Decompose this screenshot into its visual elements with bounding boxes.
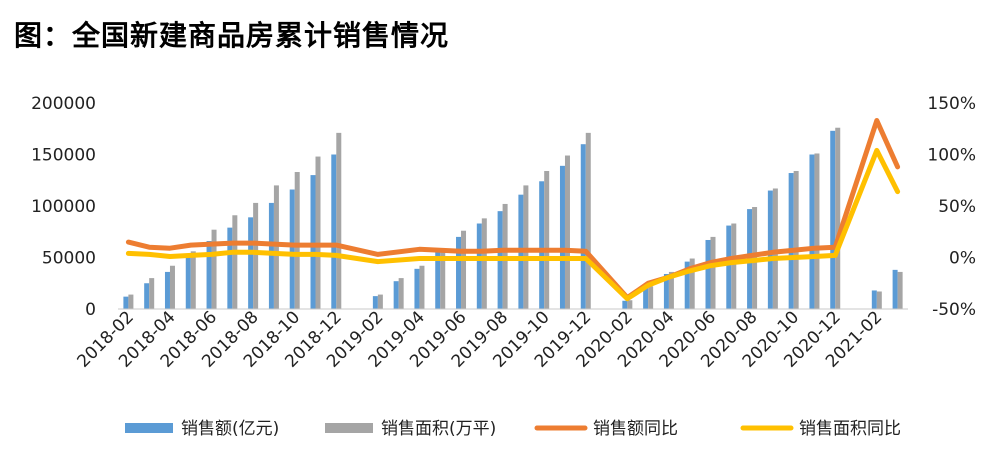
bar <box>726 225 732 309</box>
bar <box>564 155 570 309</box>
bar <box>648 286 654 309</box>
series-line <box>125 147 901 302</box>
bar <box>668 271 674 309</box>
bar <box>643 288 649 309</box>
left-y-tick-label: 50000 <box>42 249 96 269</box>
bar <box>128 294 134 309</box>
bar <box>190 251 196 309</box>
bar <box>294 172 300 309</box>
bar <box>585 132 591 309</box>
bar <box>185 257 191 309</box>
legend-swatch <box>125 423 173 433</box>
bar <box>627 300 633 309</box>
bar <box>705 239 711 309</box>
right-y-tick-label: 100% <box>927 146 976 166</box>
line-series-group <box>125 118 901 302</box>
right-y-tick-label: 150% <box>927 94 976 114</box>
bar <box>398 278 404 309</box>
bar <box>892 269 898 309</box>
bar <box>310 175 316 309</box>
bar <box>164 271 170 309</box>
bar <box>377 294 383 309</box>
left-y-tick-label: 200000 <box>31 94 96 114</box>
legend-label: 销售额同比 <box>593 419 678 439</box>
page-title: 图：全国新建商品房累计销售情况 <box>14 19 450 52</box>
bar <box>206 241 212 309</box>
bar-series-group <box>123 127 903 309</box>
bar <box>169 265 175 309</box>
bar <box>731 223 737 309</box>
left-y-tick-label: 150000 <box>31 146 96 166</box>
bar <box>248 217 254 309</box>
bar <box>336 132 342 309</box>
bar <box>772 188 778 309</box>
right-y-tick-label: -50% <box>932 300 976 320</box>
bar <box>273 185 279 309</box>
left-y-tick-label: 0 <box>85 300 96 320</box>
bar <box>268 202 274 309</box>
bar <box>793 170 799 309</box>
bar <box>227 227 233 309</box>
bar <box>414 268 420 309</box>
bar <box>788 173 794 309</box>
bar <box>440 249 446 309</box>
bar <box>830 130 836 309</box>
series-line <box>125 118 901 301</box>
bar <box>809 154 815 309</box>
bar <box>767 190 773 309</box>
bar <box>544 170 550 309</box>
bar <box>580 144 586 309</box>
legend-label: 销售面积同比 <box>799 419 901 439</box>
legend: 销售额(亿元) 销售面积(万平) 销售额同比 销售面积同比 <box>125 419 901 439</box>
bar <box>393 281 399 309</box>
bar <box>897 271 903 309</box>
bar <box>331 154 337 309</box>
bar <box>456 236 462 309</box>
bar <box>211 229 217 309</box>
bar <box>419 265 425 309</box>
bar <box>523 185 529 309</box>
legend-label: 销售额(亿元) <box>181 419 279 439</box>
bar <box>622 300 628 309</box>
bar <box>814 153 820 309</box>
bar <box>435 252 441 309</box>
bar <box>253 202 259 309</box>
bar <box>461 230 467 309</box>
bar <box>684 261 690 309</box>
bar <box>481 218 487 309</box>
bar <box>689 258 695 309</box>
bar <box>663 273 669 309</box>
legend-swatch <box>325 423 373 433</box>
bar <box>315 156 321 309</box>
right-y-axis: -50% 0% 50% 100% 150% <box>927 94 976 320</box>
left-y-tick-label: 100000 <box>31 197 96 217</box>
legend-label: 销售面积(万平) <box>381 419 496 439</box>
bar <box>149 278 155 309</box>
bar <box>710 236 716 309</box>
bar <box>289 189 295 309</box>
bar <box>372 296 378 309</box>
bar <box>559 165 565 309</box>
bar <box>876 291 882 309</box>
left-y-axis: 0 50000 100000 150000 200000 <box>31 94 96 320</box>
bar <box>539 181 545 309</box>
right-y-tick-label: 0% <box>949 249 976 269</box>
bar <box>232 215 238 309</box>
bar <box>835 127 841 309</box>
right-y-tick-label: 50% <box>938 197 976 217</box>
bar <box>871 290 877 309</box>
bar <box>123 296 129 309</box>
bar <box>144 283 150 309</box>
bar <box>476 223 482 309</box>
x-axis: 2018-022018-042018-062018-082018-102018-… <box>74 307 887 371</box>
